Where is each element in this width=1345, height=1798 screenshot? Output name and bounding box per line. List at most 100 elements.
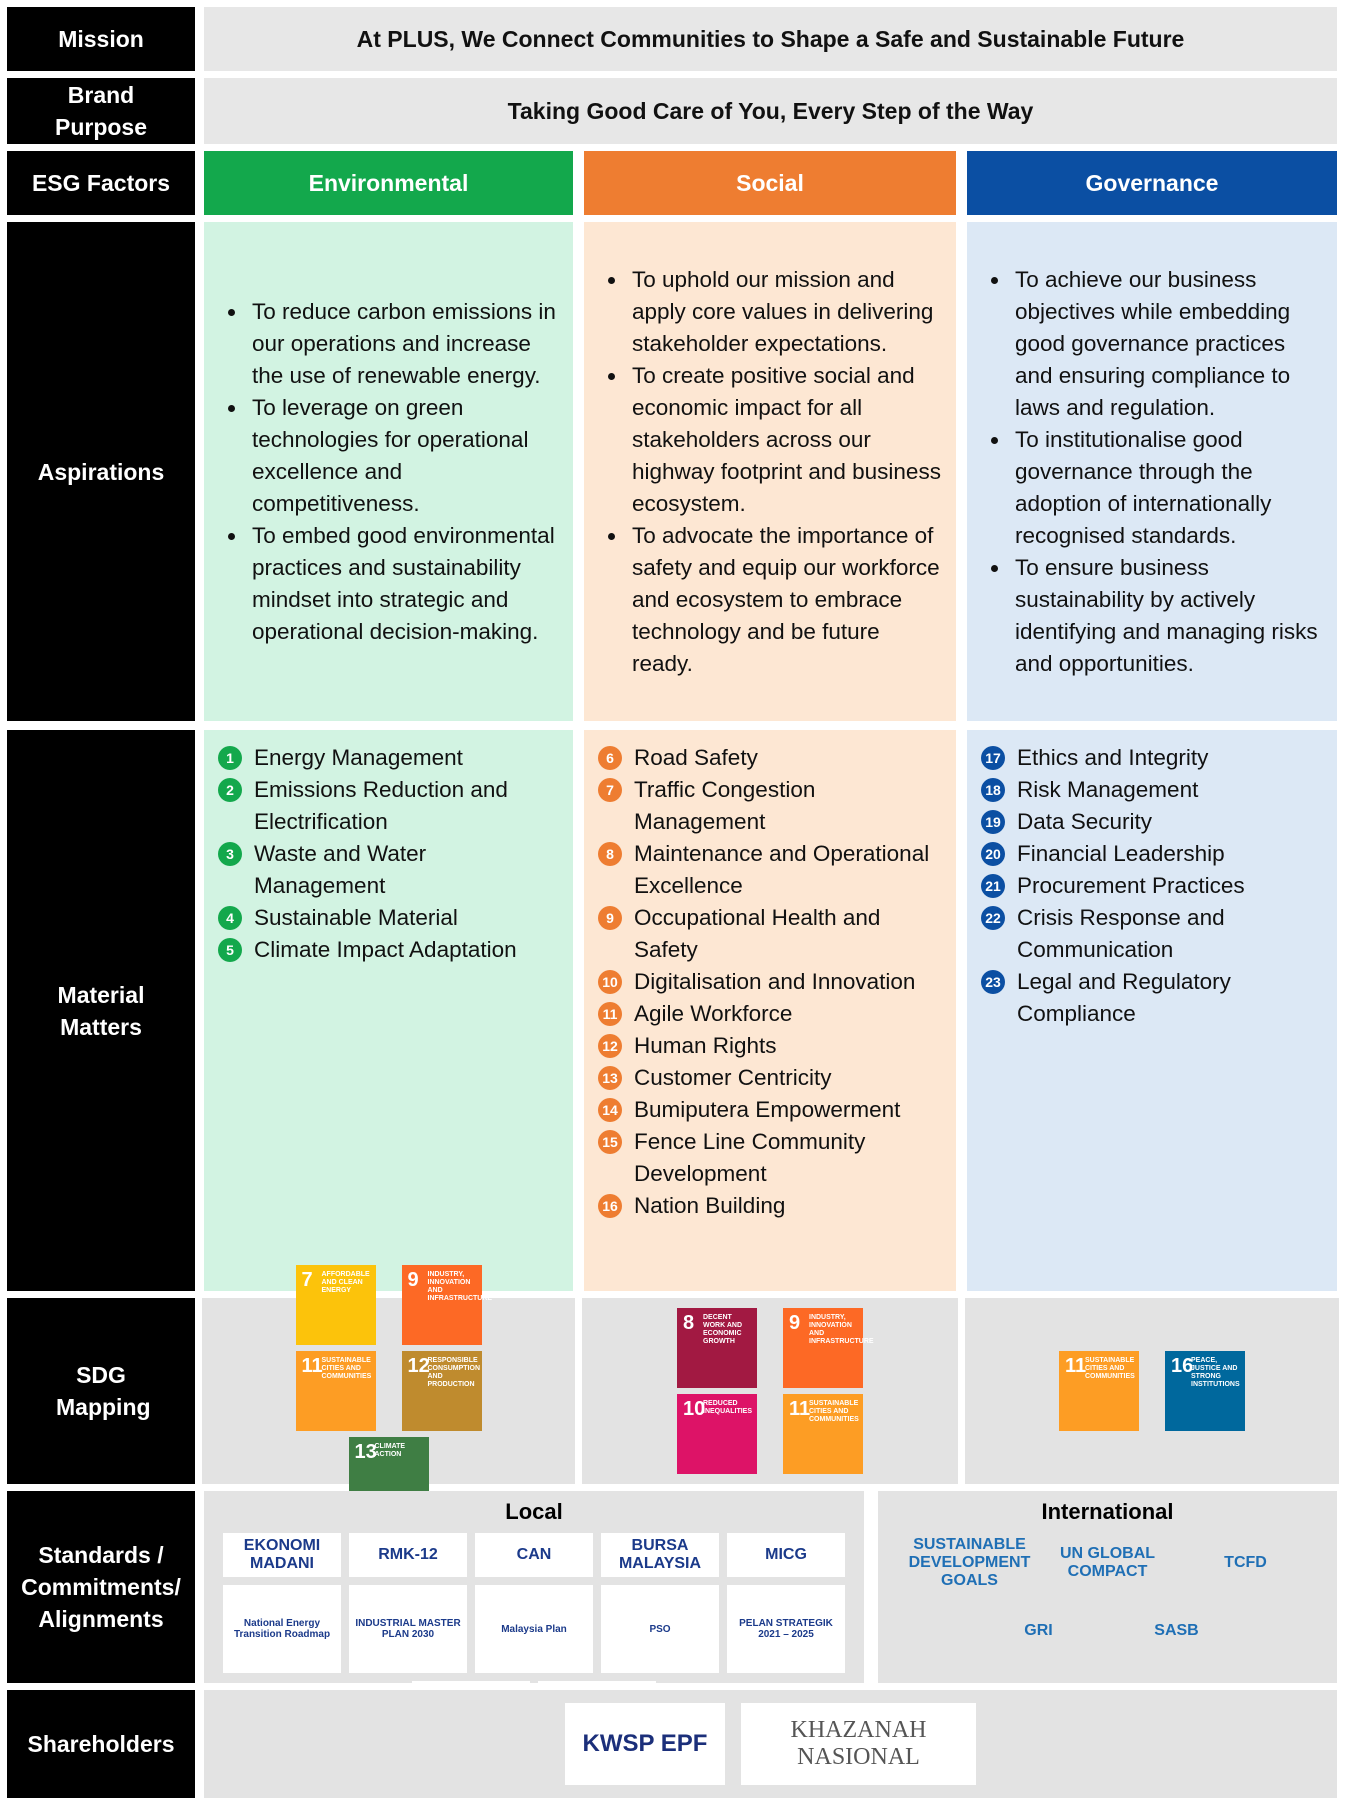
material-matters: 6 Road Safety 7 Traffic Congestion Manageme… [584, 730, 956, 1291]
matter-text: Climate Impact Adaptation [254, 937, 517, 962]
row-label: SDG Mapping [7, 1298, 195, 1484]
material-matter: 14 Bumiputera Empowerment [598, 1094, 946, 1126]
sdg-number: 10 [683, 1398, 706, 1420]
sdg-label: SUSTAINABLE CITIES AND COMMUNITIES [809, 1400, 859, 1423]
sdg-icon: 7 AFFORDABLE AND CLEAN ENERGY [295, 1265, 376, 1345]
sdg-icon: 12 RESPONSIBLE CONSUMPTION AND PRODUCTION [401, 1351, 482, 1431]
matter-number: 6 [598, 746, 622, 770]
row-label-text: Standards / Commitments/ Alignments [21, 1542, 181, 1632]
logo: BURSA MALAYSIA [601, 1533, 719, 1577]
material-matter: 2 Emissions Reduction and Electrification [218, 774, 563, 838]
logo: National Energy Transition Roadmap [223, 1585, 341, 1673]
factor-name: Environmental [308, 169, 469, 196]
aspiration: To leverage on green technologies for op… [248, 392, 561, 520]
standards-title: Local [505, 1499, 563, 1524]
matter-number: 17 [981, 746, 1005, 770]
logo: EKONOMI MADANI [223, 1533, 341, 1577]
matter-number: 3 [218, 842, 242, 866]
matter-text: Maintenance and Operational Excellence [634, 841, 930, 898]
aspiration: To advocate the importance of safety and… [628, 520, 944, 680]
matter-number: 8 [598, 842, 622, 866]
matter-text: Fence Line Community Development [634, 1129, 866, 1186]
row-label: Aspirations [7, 222, 195, 721]
matter-number: 19 [981, 810, 1005, 834]
sdg-label: AFFORDABLE AND CLEAN ENERGY [321, 1271, 370, 1294]
factor-header: Governance [967, 151, 1337, 215]
matter-text: Emissions Reduction and Electrification [254, 777, 508, 834]
matter-number: 21 [981, 874, 1005, 898]
matter-number: 13 [598, 1066, 622, 1090]
sdg-area: 8 DECENT WORK AND ECONOMIC GROWTH 9 INDUSTR… [582, 1298, 958, 1484]
sdg-icon: 16 PEACE, JUSTICE AND STRONG INSTITUTIONS [1165, 1351, 1245, 1431]
matter-number: 5 [218, 938, 242, 962]
matter-number: 10 [598, 970, 622, 994]
logo: INDUSTRIAL MASTER PLAN 2030 [349, 1585, 467, 1673]
aspirations: To uphold our mission and apply core val… [584, 222, 956, 721]
aspiration: To uphold our mission and apply core val… [628, 264, 944, 360]
matter-text: Ethics and Integrity [1017, 745, 1209, 770]
material-matter: 7 Traffic Congestion Management [598, 774, 946, 838]
aspiration: To reduce carbon emissions in our operat… [248, 296, 561, 392]
matter-number: 11 [598, 1002, 622, 1026]
banner-text: Taking Good Care of You, Every Step of t… [507, 97, 1034, 124]
logo: TCFD [1224, 1554, 1267, 1571]
matter-text: Bumiputera Empowerment [634, 1097, 901, 1122]
material-matters: 1 Energy Management 2 Emissions Reduction a… [204, 730, 573, 1291]
matter-text: Human Rights [634, 1033, 777, 1058]
row-label-text: ESG Factors [31, 170, 171, 196]
material-matter: 6 Road Safety [598, 742, 946, 774]
matter-text: Data Security [1017, 809, 1153, 834]
matter-text: Crisis Response and Communication [1017, 905, 1225, 962]
row-label: Mission [7, 7, 195, 71]
row-label: Shareholders [7, 1690, 195, 1798]
sdg-label: REDUCED INEQUALITIES [703, 1400, 753, 1415]
aspiration-list: To reduce carbon emissions in our operat… [204, 296, 561, 648]
matter-text: Traffic Congestion Management [634, 777, 816, 834]
sdg-area: 11 SUSTAINABLE CITIES AND COMMUNITIES 16 PE… [965, 1298, 1339, 1484]
sdg-label: RESPONSIBLE CONSUMPTION AND PRODUCTION [427, 1357, 481, 1388]
banner: Taking Good Care of You, Every Step of t… [204, 78, 1337, 144]
logo-row: SUSTAINABLE DEVELOPMENT GOALS UN GLOBAL C… [878, 1529, 1337, 1665]
sdg-label: PEACE, JUSTICE AND STRONG INSTITUTIONS [1191, 1357, 1240, 1388]
row-label-text: Brand Purpose [54, 82, 148, 140]
matter-number: 23 [981, 970, 1005, 994]
material-matter: 9 Occupational Health and Safety [598, 902, 946, 966]
sdg-number: 11 [789, 1398, 811, 1420]
row-label: Material Matters [7, 730, 195, 1291]
banner: At PLUS, We Connect Communities to Shape… [204, 7, 1337, 71]
matter-text: Procurement Practices [1017, 873, 1245, 898]
matter-text: Financial Leadership [1017, 841, 1225, 866]
aspiration: To institutionalise good governance thro… [1011, 424, 1325, 552]
material-matter: 3 Waste and Water Management [218, 838, 563, 902]
material-matter: 1 Energy Management [218, 742, 563, 774]
sdg-label: CLIMATE ACTION [374, 1443, 406, 1458]
sdg-label: SUSTAINABLE CITIES AND COMMUNITIES [321, 1357, 372, 1380]
material-matter: 15 Fence Line Community Development [598, 1126, 946, 1190]
sdg-number: 7 [301, 1269, 313, 1291]
logo: RMK-12 [349, 1533, 467, 1577]
aspirations: To reduce carbon emissions in our operat… [204, 222, 573, 721]
matter-text: Risk Management [1017, 777, 1199, 802]
row-label-text: Material Matters [57, 981, 145, 1040]
row-label-text: Aspirations [37, 458, 165, 485]
matter-text: Agile Workforce [634, 1001, 793, 1026]
sdg-number: 11 [1065, 1355, 1087, 1377]
material-matter: 21 Procurement Practices [981, 870, 1327, 902]
material-matter: 23 Legal and Regulatory Compliance [981, 966, 1327, 1030]
shareholder-logo: KWSP EPF [565, 1703, 725, 1785]
matter-number: 20 [981, 842, 1005, 866]
material-matter: 8 Maintenance and Operational Excellence [598, 838, 946, 902]
factor-name: Social [736, 169, 804, 196]
row-label: Standards / Commitments/ Alignments [7, 1491, 195, 1683]
sdg-label: DECENT WORK AND ECONOMIC GROWTH [703, 1314, 743, 1345]
material-matter: 22 Crisis Response and Communication [981, 902, 1327, 966]
aspiration: To embed good environmental practices an… [248, 520, 561, 648]
sdg-icon: 9 INDUSTRY, INNOVATION AND INFRASTRUCTURE [401, 1265, 492, 1345]
factor-name: Governance [1085, 169, 1219, 196]
sdg-number: 12 [407, 1355, 430, 1377]
shareholder-logo: KHAZANAH NASIONAL [741, 1703, 976, 1785]
sdg-number: 9 [407, 1269, 419, 1291]
matter-text: Waste and Water Management [254, 841, 427, 898]
sdg-icon: 11 SUSTAINABLE CITIES AND COMMUNITIES [1059, 1351, 1139, 1431]
matter-text: Occupational Health and Safety [634, 905, 881, 962]
